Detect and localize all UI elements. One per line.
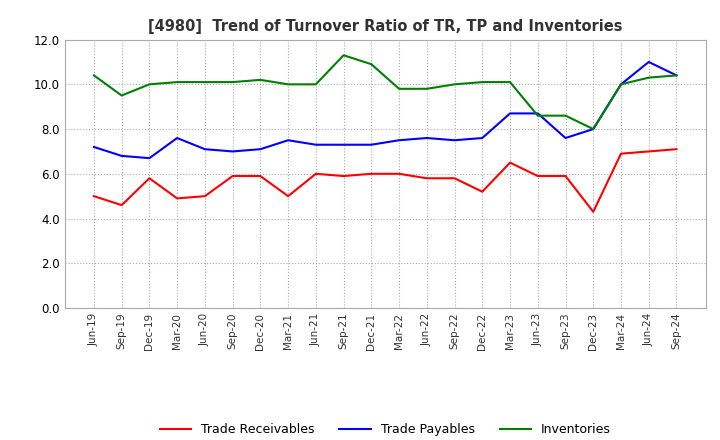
Title: [4980]  Trend of Turnover Ratio of TR, TP and Inventories: [4980] Trend of Turnover Ratio of TR, TP…: [148, 19, 623, 34]
Inventories: [450, 82, 459, 87]
Trade Receivables: [561, 173, 570, 179]
Trade Receivables: [589, 209, 598, 214]
Trade Payables: [534, 111, 542, 116]
Trade Receivables: [117, 202, 126, 208]
Trade Receivables: [284, 194, 292, 199]
Inventories: [145, 82, 154, 87]
Inventories: [534, 113, 542, 118]
Trade Receivables: [367, 171, 376, 176]
Inventories: [505, 80, 514, 85]
Inventories: [89, 73, 98, 78]
Trade Payables: [145, 155, 154, 161]
Trade Receivables: [145, 176, 154, 181]
Line: Inventories: Inventories: [94, 55, 677, 129]
Trade Receivables: [534, 173, 542, 179]
Inventories: [367, 62, 376, 67]
Inventories: [395, 86, 403, 92]
Trade Receivables: [228, 173, 237, 179]
Trade Payables: [478, 136, 487, 141]
Trade Receivables: [339, 173, 348, 179]
Inventories: [256, 77, 265, 82]
Trade Payables: [173, 136, 181, 141]
Inventories: [201, 80, 210, 85]
Trade Payables: [201, 147, 210, 152]
Trade Payables: [672, 73, 681, 78]
Trade Payables: [312, 142, 320, 147]
Inventories: [616, 82, 625, 87]
Line: Trade Receivables: Trade Receivables: [94, 149, 677, 212]
Trade Payables: [228, 149, 237, 154]
Trade Receivables: [256, 173, 265, 179]
Trade Receivables: [173, 196, 181, 201]
Inventories: [312, 82, 320, 87]
Line: Trade Payables: Trade Payables: [94, 62, 677, 158]
Trade Payables: [89, 144, 98, 150]
Trade Receivables: [644, 149, 653, 154]
Trade Receivables: [478, 189, 487, 194]
Inventories: [117, 93, 126, 98]
Trade Payables: [339, 142, 348, 147]
Trade Receivables: [505, 160, 514, 165]
Inventories: [589, 126, 598, 132]
Trade Payables: [117, 153, 126, 158]
Inventories: [644, 75, 653, 80]
Trade Payables: [505, 111, 514, 116]
Trade Payables: [423, 136, 431, 141]
Trade Payables: [561, 136, 570, 141]
Trade Receivables: [616, 151, 625, 156]
Trade Payables: [450, 138, 459, 143]
Inventories: [478, 80, 487, 85]
Inventories: [284, 82, 292, 87]
Inventories: [561, 113, 570, 118]
Inventories: [423, 86, 431, 92]
Inventories: [672, 73, 681, 78]
Inventories: [339, 53, 348, 58]
Inventories: [228, 80, 237, 85]
Trade Payables: [395, 138, 403, 143]
Trade Payables: [367, 142, 376, 147]
Trade Receivables: [395, 171, 403, 176]
Trade Payables: [589, 126, 598, 132]
Trade Receivables: [672, 147, 681, 152]
Inventories: [173, 80, 181, 85]
Trade Receivables: [89, 194, 98, 199]
Trade Receivables: [450, 176, 459, 181]
Trade Receivables: [201, 194, 210, 199]
Trade Receivables: [423, 176, 431, 181]
Trade Payables: [644, 59, 653, 65]
Trade Payables: [616, 82, 625, 87]
Trade Receivables: [312, 171, 320, 176]
Trade Payables: [256, 147, 265, 152]
Trade Payables: [284, 138, 292, 143]
Legend: Trade Receivables, Trade Payables, Inventories: Trade Receivables, Trade Payables, Inven…: [155, 418, 616, 440]
